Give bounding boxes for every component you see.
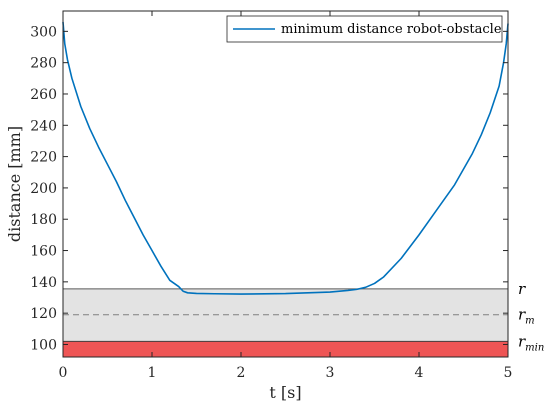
y-tick-label: 260 [30, 87, 57, 103]
x-tick-label: 1 [148, 365, 157, 381]
y-tick-label: 160 [30, 244, 57, 260]
y-tick-label: 300 [30, 24, 57, 40]
y-tick-label: 200 [30, 181, 57, 197]
legend-entry: minimum distance robot-obstacle [281, 22, 502, 37]
series-lines [62, 21, 509, 295]
band-fills [63, 288, 508, 357]
band-label-r: r [518, 280, 526, 298]
x-axis-label: t [s] [269, 383, 301, 402]
x-axis-ticks: 0 1 2 3 4 5 [59, 11, 513, 381]
y-tick-label: 120 [30, 306, 57, 322]
y-axis-label: distance [mm] [5, 126, 24, 242]
y-tick-label: 280 [30, 56, 57, 72]
legend-box [226, 15, 503, 43]
y-axis-ticks: 100 120 140 160 180 200 220 240 260 280 300 [30, 24, 508, 353]
x-tick-label: 3 [326, 365, 335, 381]
x-tick-label: 4 [415, 365, 424, 381]
y-tick-label: 100 [30, 337, 57, 353]
x-tick-label: 0 [59, 365, 68, 381]
y-tick-label: 140 [30, 275, 57, 291]
series-line-0 [62, 21, 509, 295]
band-label-min: rmin [518, 332, 544, 353]
y-tick-label: 180 [30, 212, 57, 228]
y-tick-label: 220 [30, 150, 57, 166]
band-fill-1 [63, 341, 508, 357]
x-tick-label: 2 [237, 365, 246, 381]
plot-frame [62, 10, 509, 358]
band-labels: r rm rmin [518, 280, 544, 353]
x-tick-label: 5 [504, 365, 513, 381]
y-tick-label: 240 [30, 118, 57, 134]
threshold-lines [63, 288, 508, 342]
band-label-m: rm [518, 306, 535, 327]
legend: minimum distance robot-obstacle [226, 15, 503, 43]
